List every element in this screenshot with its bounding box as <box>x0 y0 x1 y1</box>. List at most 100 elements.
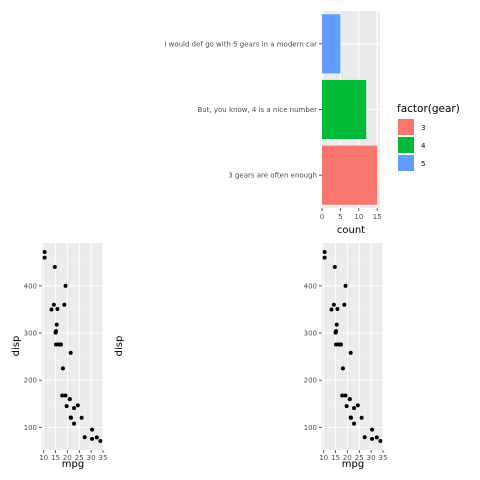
sl-point <box>63 393 68 398</box>
bar-category-label: But, you know, 4 is a nice number <box>197 106 317 114</box>
legend-key-3 <box>398 119 414 135</box>
sr-point <box>378 438 383 443</box>
sl-y-tick-label: 300 <box>24 330 37 338</box>
sl-point <box>42 249 47 254</box>
sl-y-tick-label: 400 <box>24 282 37 290</box>
sr-point <box>370 427 375 432</box>
sr-point <box>352 421 357 426</box>
bar-category-label: I would def go with 5 gears in a modern … <box>164 40 317 48</box>
sr-point <box>342 302 347 307</box>
sl-point <box>55 307 60 312</box>
sr-point <box>329 307 334 312</box>
scatter-left: 100 200 300 400 10 15 20 25 30 35 mpg disp <box>11 243 107 470</box>
sl-point <box>58 342 63 347</box>
sr-point <box>332 265 337 270</box>
scatter-right: 100 200 300 400 10 15 20 25 30 35 mpg <box>304 243 387 470</box>
sr-x-tick-label: 20 <box>343 454 352 462</box>
sl-point <box>72 406 77 411</box>
bar-category-label: 3 gears are often enough <box>228 172 317 180</box>
legend-title: factor(gear) <box>397 103 460 115</box>
sr-point <box>334 322 339 327</box>
bar-category-labels: 3 gears are often enough But, you know, 4… <box>164 40 322 180</box>
scatter-right-panel-background <box>322 243 383 450</box>
legend-key-5 <box>398 155 414 171</box>
sl-x-tick-label: 15 <box>51 454 60 462</box>
scatter-left-x-ticks: 10 15 20 25 30 35 <box>39 450 107 462</box>
sr-point <box>347 397 352 402</box>
bar-chart: 3 gears are often enough But, you know, 4… <box>164 11 382 236</box>
sl-point <box>54 342 59 347</box>
sl-point <box>53 330 58 335</box>
sr-point <box>331 302 336 307</box>
sr-y-tick-label: 400 <box>304 282 317 290</box>
bar-5 <box>322 14 341 74</box>
bar-x-ticks: 0 5 10 15 <box>320 208 382 221</box>
sr-x-tick-label: 35 <box>379 454 388 462</box>
legend-label: 4 <box>421 142 426 150</box>
sr-point <box>348 350 353 355</box>
sr-point <box>344 404 349 409</box>
bar-marks <box>322 14 378 205</box>
sr-point <box>322 249 327 254</box>
sl-point <box>79 415 84 420</box>
sr-point <box>340 393 345 398</box>
legend-items: 3 4 5 <box>398 119 426 171</box>
sl-point <box>60 393 65 398</box>
scatter-middle: disp <box>114 336 125 357</box>
bar-4 <box>322 79 367 140</box>
sl-point <box>60 366 65 371</box>
sl-point <box>62 302 67 307</box>
bar-x-tick-label: 5 <box>338 213 342 221</box>
scatter-left-panel-background <box>42 243 103 450</box>
sr-x-tick-label: 30 <box>367 454 376 462</box>
sr-x-tick-label: 10 <box>319 454 328 462</box>
sr-point <box>334 342 339 347</box>
sl-point <box>90 427 95 432</box>
sr-point <box>340 366 345 371</box>
scatter-right-x-ticks: 10 15 20 25 30 35 <box>319 450 387 462</box>
sl-point <box>52 265 57 270</box>
sr-point <box>352 406 357 411</box>
sr-point <box>348 415 353 420</box>
sl-point <box>67 397 72 402</box>
sr-x-tick-label: 15 <box>331 454 340 462</box>
scatter-left-points <box>42 249 103 443</box>
sl-point <box>94 435 99 440</box>
sl-x-tick-label: 35 <box>99 454 108 462</box>
sl-point <box>51 302 56 307</box>
bar-x-axis-title: count <box>337 225 365 236</box>
scatter-middle-y-axis-title: disp <box>114 336 125 357</box>
scatter-left-x-axis-title: mpg <box>62 459 84 470</box>
sl-point <box>82 435 87 440</box>
legend-label: 5 <box>421 160 425 168</box>
sr-point <box>322 255 327 260</box>
sl-y-tick-label: 100 <box>24 424 37 432</box>
scatter-right-x-axis-title: mpg <box>342 459 364 470</box>
sl-point <box>64 404 69 409</box>
sr-point <box>343 393 348 398</box>
bar-3 <box>322 145 378 205</box>
sl-x-tick-label: 25 <box>75 454 84 462</box>
sl-point <box>90 436 95 441</box>
sr-point <box>374 435 379 440</box>
sl-point <box>72 421 77 426</box>
sr-y-tick-label: 300 <box>304 330 317 338</box>
sr-x-tick-label: 25 <box>355 454 364 462</box>
scatter-right-gridlines <box>322 243 384 450</box>
legend-label: 3 <box>421 124 425 132</box>
sr-point <box>333 330 338 335</box>
sl-point <box>49 307 54 312</box>
scatter-right-y-ticks: 100 200 300 400 <box>304 282 322 432</box>
sr-point <box>338 342 343 347</box>
sr-point <box>359 415 364 420</box>
sl-x-tick-label: 30 <box>87 454 96 462</box>
sr-y-tick-label: 100 <box>304 424 317 432</box>
sl-x-tick-label: 20 <box>63 454 72 462</box>
sl-point <box>54 322 59 327</box>
sl-x-tick-label: 10 <box>39 454 48 462</box>
sl-point <box>68 350 73 355</box>
sr-point <box>362 435 367 440</box>
scatter-right-points <box>322 249 383 443</box>
sr-point <box>355 403 360 408</box>
